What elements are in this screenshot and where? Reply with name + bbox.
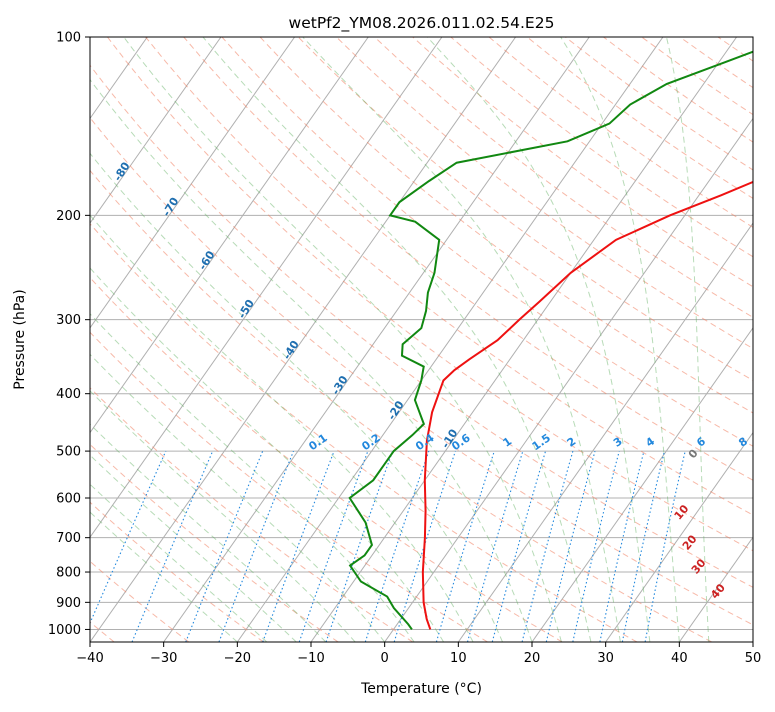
moist-adiabat-line [90, 454, 297, 642]
dry-adiabat-line [90, 501, 264, 642]
chart-title: wetPf2_YM08.2026.011.02.54.E25 [289, 14, 555, 33]
dry-adiabat-line [90, 64, 753, 588]
mixing-ratio-line [393, 450, 456, 642]
y-axis-label: Pressure (hPa) [12, 289, 28, 389]
x-tick-label: −20 [224, 651, 251, 666]
isotherm-line [90, 37, 517, 642]
y-tick-label: 200 [56, 209, 81, 224]
y-tick-label: 100 [56, 31, 81, 46]
dry-adiabat-line [90, 331, 488, 642]
x-tick-label: 50 [745, 651, 762, 666]
moist-adiabat-line [90, 483, 268, 642]
mixing-ratio-line [218, 450, 295, 642]
grid-layer [90, 37, 753, 642]
y-tick-label: 700 [56, 531, 81, 546]
isotherm-line [384, 117, 753, 642]
axis-layer: −40 −30 −20 −10 0 10 20 30 40 50 100 200 300 400 500 60… [48, 31, 761, 667]
x-tick-label: −30 [150, 651, 177, 666]
y-tick-label: 1000 [48, 623, 81, 638]
mixing-ratio-line [491, 450, 547, 642]
x-tick-label: 0 [381, 651, 389, 666]
moist-adiabat-line [90, 152, 503, 642]
plot-frame [89, 36, 754, 643]
dry-adiabat-line [259, 37, 753, 414]
isotherm-line [605, 431, 753, 642]
x-tick-label: 30 [597, 651, 614, 666]
x-tick-label: 20 [524, 651, 541, 666]
mixing-ratio-line [298, 450, 369, 642]
mixing-ratio-line [131, 450, 214, 642]
isotherm-line [90, 37, 443, 539]
isotherm-line [678, 536, 753, 642]
isotherm-line [531, 326, 753, 642]
mixing-ratio-line [325, 450, 394, 642]
moist-adiabat-line [90, 390, 356, 642]
background-lines-layer [90, 37, 753, 642]
dry-adiabat-line [90, 116, 753, 626]
dry-adiabat-line [90, 276, 563, 642]
x-tick-label: 10 [450, 651, 467, 666]
profile-lines-layer [348, 50, 753, 631]
moist-adiabat-line [426, 37, 651, 642]
y-tick-label: 800 [56, 566, 81, 581]
moist-adiabat-line [90, 313, 415, 642]
y-tick-label: 900 [56, 596, 81, 611]
temperature-profile-line [421, 180, 753, 630]
moist-adiabat-line [90, 267, 445, 642]
moist-adiabat-line [202, 37, 592, 642]
x-axis-label: Temperature (°C) [360, 681, 482, 697]
dry-adiabat-line [107, 37, 753, 552]
mixing-ratio-line [90, 450, 167, 625]
dry-adiabat-line [90, 387, 414, 642]
isotherm-line [457, 222, 753, 642]
mixing-ratio-line [466, 450, 524, 642]
isotherm-line [310, 37, 738, 642]
moist-adiabat-line [90, 78, 533, 642]
mixing-ratio-line [435, 450, 495, 642]
moist-adiabat-line [665, 37, 710, 642]
y-tick-label: 600 [56, 492, 81, 507]
x-tick-label: −40 [76, 651, 103, 666]
moist-adiabat-line [90, 423, 327, 642]
x-tick-label: −10 [297, 651, 324, 666]
mixing-ratio-line [364, 450, 430, 642]
mixing-ratio-line [599, 450, 645, 642]
moist-adiabat-line [123, 37, 562, 642]
dry-adiabat-line [336, 37, 753, 350]
y-tick-label: 300 [56, 313, 81, 328]
isotherm-line [236, 37, 664, 642]
y-tick-label: 500 [56, 445, 81, 460]
isotherm-line [90, 37, 296, 329]
dry-adiabat-line [90, 222, 638, 642]
dewpoint-profile-line [348, 50, 753, 631]
mixing-ratio-line [572, 450, 620, 642]
dry-adiabat-line [297, 37, 753, 381]
dry-adiabat-line [90, 169, 712, 642]
moist-adiabat-line [560, 37, 680, 642]
x-tick-label: 40 [671, 651, 688, 666]
mixing-ratio-line [521, 450, 574, 642]
mixing-ratio-line [185, 450, 264, 642]
isotherm-line [163, 37, 590, 642]
isotherm-line [90, 37, 369, 434]
moist-adiabat-line [302, 37, 621, 642]
isotherm-line [90, 37, 222, 225]
moist-adiabat-line [90, 353, 386, 642]
y-tick-label: 400 [56, 387, 81, 402]
mixing-ratio-line [545, 450, 596, 642]
mixing-ratio-line [262, 450, 335, 642]
dry-adiabat-line [145, 37, 753, 516]
